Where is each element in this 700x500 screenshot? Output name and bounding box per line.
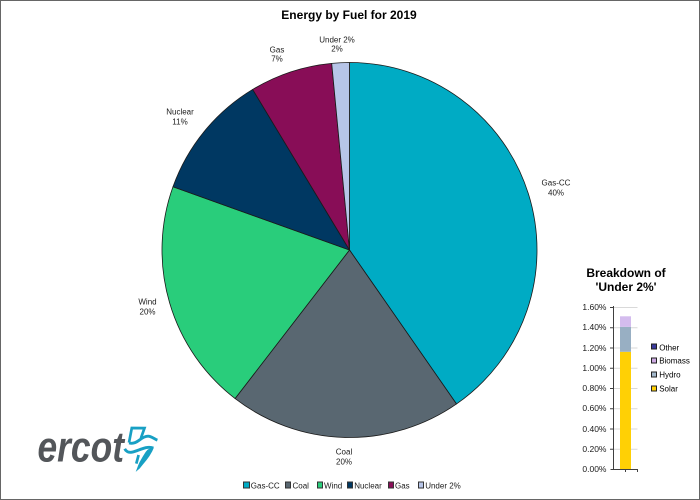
svg-text:ercot: ercot [38, 425, 126, 472]
